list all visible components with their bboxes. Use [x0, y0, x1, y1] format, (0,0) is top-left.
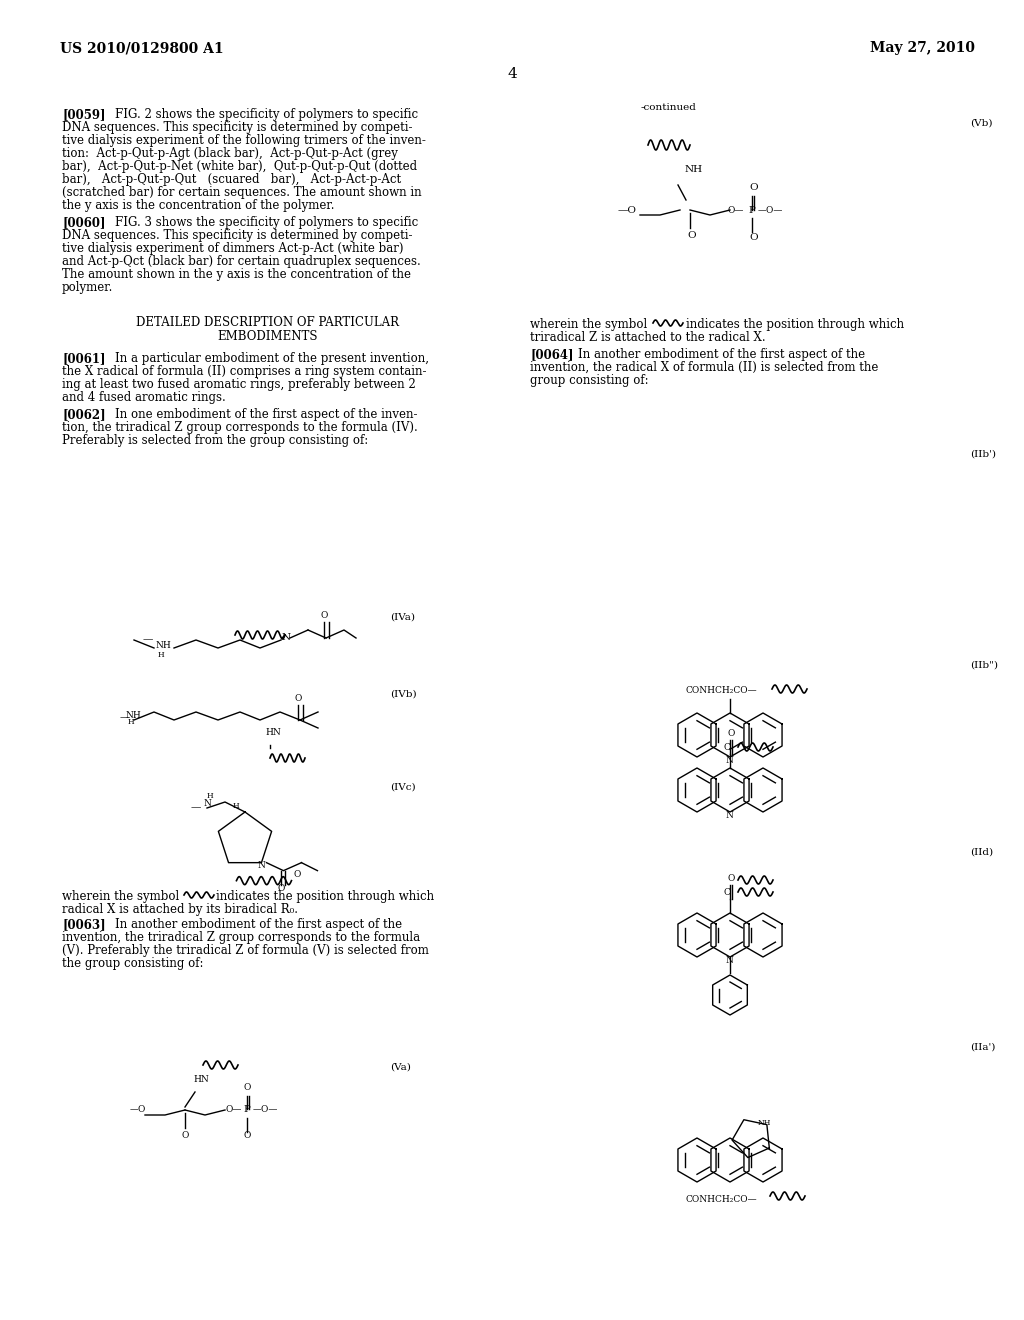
Text: O: O: [294, 694, 302, 704]
Text: O—: O—: [225, 1105, 242, 1114]
Text: [0060]: [0060]: [62, 216, 105, 228]
Text: Preferably is selected from the group consisting of:: Preferably is selected from the group co…: [62, 434, 369, 447]
Text: —O—: —O—: [758, 206, 783, 215]
Text: —O: —O: [130, 1105, 146, 1114]
Text: indicates the position through which: indicates the position through which: [216, 890, 434, 903]
Text: The amount shown in the y axis is the concentration of the: The amount shown in the y axis is the co…: [62, 268, 411, 281]
Text: [0063]: [0063]: [62, 917, 105, 931]
Text: O: O: [278, 883, 285, 892]
Text: HN: HN: [193, 1074, 209, 1084]
Text: —: —: [120, 713, 130, 722]
Text: O: O: [749, 183, 758, 191]
Text: In another embodiment of the first aspect of the: In another embodiment of the first aspec…: [578, 348, 865, 360]
Text: NH: NH: [685, 165, 703, 174]
Text: FIG. 2 shows the specificity of polymers to specific: FIG. 2 shows the specificity of polymers…: [115, 108, 418, 121]
Text: N: N: [726, 810, 734, 820]
Text: -continued: -continued: [640, 103, 696, 112]
Text: tion, the triradical Z group corresponds to the formula (IV).: tion, the triradical Z group corresponds…: [62, 421, 418, 434]
Text: tion:  Act-p-Qut-p-Agt (black bar),  Act-p-Qut-p-Act (grey: tion: Act-p-Qut-p-Agt (black bar), Act-p…: [62, 147, 398, 160]
Text: invention, the triradical Z group corresponds to the formula: invention, the triradical Z group corres…: [62, 931, 420, 944]
Text: FIG. 3 shows the specificity of polymers to specific: FIG. 3 shows the specificity of polymers…: [115, 216, 418, 228]
Text: radical X is attached by its biradical R₀.: radical X is attached by its biradical R…: [62, 903, 298, 916]
Text: O: O: [728, 874, 735, 883]
Text: tive dialysis experiment of the following trimers of the inven-: tive dialysis experiment of the followin…: [62, 135, 426, 147]
Text: indicates the position through which: indicates the position through which: [686, 318, 904, 331]
Text: May 27, 2010: May 27, 2010: [870, 41, 975, 55]
Text: O—: O—: [728, 206, 744, 215]
Text: wherein the symbol: wherein the symbol: [62, 890, 183, 903]
Text: HN: HN: [265, 729, 281, 737]
Text: C: C: [724, 888, 731, 898]
Text: O: O: [687, 231, 695, 240]
Text: —O—: —O—: [253, 1105, 279, 1114]
Text: N: N: [203, 799, 211, 808]
Text: [0062]: [0062]: [62, 408, 105, 421]
Text: (IIa'): (IIa'): [970, 1043, 995, 1052]
Text: and Act-p-Qct (black bar) for certain quadruplex sequences.: and Act-p-Qct (black bar) for certain qu…: [62, 255, 421, 268]
Text: the X radical of formula (II) comprises a ring system contain-: the X radical of formula (II) comprises …: [62, 366, 427, 378]
Text: N: N: [726, 956, 734, 965]
Text: (IVb): (IVb): [390, 690, 417, 700]
Text: (Va): (Va): [390, 1063, 411, 1072]
Text: O: O: [181, 1131, 188, 1140]
Text: O: O: [749, 234, 758, 242]
Text: H: H: [233, 803, 240, 810]
Text: CONHCH₂CO—: CONHCH₂CO—: [685, 1195, 757, 1204]
Text: —: —: [191, 803, 202, 812]
Text: invention, the radical X of formula (II) is selected from the: invention, the radical X of formula (II)…: [530, 360, 879, 374]
Text: O: O: [244, 1082, 251, 1092]
Text: P: P: [749, 206, 756, 215]
Text: C: C: [724, 743, 731, 752]
Text: N: N: [282, 632, 291, 642]
Text: O: O: [728, 729, 735, 738]
Text: the y axis is the concentration of the polymer.: the y axis is the concentration of the p…: [62, 199, 335, 213]
Text: DNA sequences. This specificity is determined by competi-: DNA sequences. This specificity is deter…: [62, 228, 413, 242]
Text: (IIb"): (IIb"): [970, 661, 998, 671]
Text: N: N: [257, 861, 265, 870]
Text: H: H: [128, 718, 134, 726]
Text: O: O: [294, 870, 301, 879]
Text: tive dialysis experiment of dimmers Act-p-Act (white bar): tive dialysis experiment of dimmers Act-…: [62, 242, 403, 255]
Text: 4: 4: [507, 67, 517, 81]
Text: (V). Preferably the triradical Z of formula (V) is selected from: (V). Preferably the triradical Z of form…: [62, 944, 429, 957]
Text: polymer.: polymer.: [62, 281, 114, 294]
Text: US 2010/0129800 A1: US 2010/0129800 A1: [60, 41, 223, 55]
Text: —: —: [143, 635, 154, 644]
Text: DETAILED DESCRIPTION OF PARTICULAR: DETAILED DESCRIPTION OF PARTICULAR: [136, 315, 399, 329]
Text: H: H: [158, 651, 165, 659]
Text: [0061]: [0061]: [62, 352, 105, 366]
Text: (IVa): (IVa): [390, 612, 415, 622]
Text: In another embodiment of the first aspect of the: In another embodiment of the first aspec…: [115, 917, 402, 931]
Text: [0064]: [0064]: [530, 348, 573, 360]
Text: In one embodiment of the first aspect of the inven-: In one embodiment of the first aspect of…: [115, 408, 418, 421]
Text: ing at least two fused aromatic rings, preferably between 2: ing at least two fused aromatic rings, p…: [62, 378, 416, 391]
Text: (scratched bar) for certain sequences. The amount shown in: (scratched bar) for certain sequences. T…: [62, 186, 422, 199]
Text: EMBODIMENTS: EMBODIMENTS: [218, 330, 318, 343]
Text: NH: NH: [155, 642, 171, 651]
Text: N: N: [726, 756, 734, 766]
Text: H: H: [207, 792, 214, 800]
Text: NH: NH: [758, 1119, 771, 1127]
Text: O: O: [244, 1131, 251, 1140]
Text: bar),  Act-p-Qut-p-Net (white bar),  Qut-p-Qut-p-Qut (dotted: bar), Act-p-Qut-p-Net (white bar), Qut-p…: [62, 160, 417, 173]
Text: CONHCH₂CO—: CONHCH₂CO—: [685, 686, 757, 696]
Text: triradical Z is attached to the radical X.: triradical Z is attached to the radical …: [530, 331, 766, 345]
Text: DNA sequences. This specificity is determined by competi-: DNA sequences. This specificity is deter…: [62, 121, 413, 135]
Text: P: P: [244, 1105, 251, 1114]
Text: (IId): (IId): [970, 847, 993, 857]
Text: (IIb'): (IIb'): [970, 450, 996, 459]
Text: O: O: [321, 611, 328, 620]
Text: NH: NH: [125, 710, 140, 719]
Text: and 4 fused aromatic rings.: and 4 fused aromatic rings.: [62, 391, 225, 404]
Text: wherein the symbol: wherein the symbol: [530, 318, 651, 331]
Text: In a particular embodiment of the present invention,: In a particular embodiment of the presen…: [115, 352, 429, 366]
Text: (IVc): (IVc): [390, 783, 416, 792]
Text: —O: —O: [618, 206, 637, 215]
Text: [0059]: [0059]: [62, 108, 105, 121]
Text: group consisting of:: group consisting of:: [530, 374, 648, 387]
Text: the group consisting of:: the group consisting of:: [62, 957, 204, 970]
Text: bar),   Act-p-Qut-p-Qut   (scuared   bar),   Act-p-Act-p-Act: bar), Act-p-Qut-p-Qut (scuared bar), Act…: [62, 173, 401, 186]
Text: (Vb): (Vb): [970, 119, 992, 128]
